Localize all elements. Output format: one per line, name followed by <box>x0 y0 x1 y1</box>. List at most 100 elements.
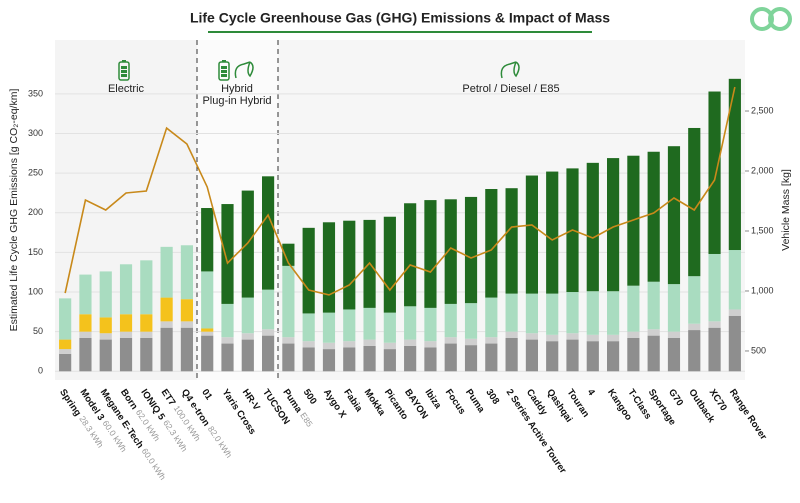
bar-segment <box>444 199 457 304</box>
category-name: G70 <box>666 387 685 408</box>
bar-segment <box>444 303 457 338</box>
bar-segment <box>627 337 640 372</box>
battery-icon <box>218 60 230 81</box>
bar-segment <box>444 343 457 372</box>
y-tick-label: 350 <box>28 88 43 98</box>
bar-segment <box>180 321 193 328</box>
category-sublabel: 82.0 kWh <box>206 424 235 460</box>
y2-tick-label: 1,500 <box>751 225 774 235</box>
bar-segment <box>667 284 681 332</box>
bar-segment <box>119 331 133 338</box>
bar-segment <box>728 78 741 251</box>
logo <box>750 7 792 31</box>
bar-segment <box>119 337 133 372</box>
bar-segment <box>586 291 599 335</box>
bar-segment <box>546 171 559 294</box>
bar-segment <box>586 162 599 292</box>
y2-tick-label: 2,000 <box>751 165 774 175</box>
bar-segment <box>424 347 437 372</box>
bar-segment <box>586 334 599 342</box>
category-name: Puma <box>463 387 487 415</box>
bar-segment <box>728 315 741 372</box>
bar-segment <box>201 335 214 372</box>
bar-segment <box>241 297 254 334</box>
bar-segment <box>363 307 376 340</box>
bar-segment <box>485 343 498 372</box>
bar-segment <box>322 349 336 372</box>
bar-segment <box>343 341 356 348</box>
bar-segment <box>302 227 315 314</box>
section-label: Electric <box>108 83 145 95</box>
bar-segment <box>647 335 660 372</box>
bar-segment <box>363 339 376 346</box>
bar-segment <box>343 220 356 310</box>
bar-segment <box>99 339 112 372</box>
bar-segment <box>99 317 112 334</box>
bar-segment <box>221 303 234 338</box>
bar-segment <box>322 342 336 350</box>
bar-segment <box>607 291 620 335</box>
bar-segment <box>262 176 275 290</box>
bar-segment <box>424 307 437 342</box>
category-sublabel: E85 <box>298 411 315 429</box>
bar-segment <box>59 349 72 354</box>
bar-segment <box>667 146 681 285</box>
y-axis-title: Estimated Life Cycle GHG Emissions [g CO… <box>8 89 20 332</box>
bar-segment <box>221 343 234 372</box>
bar-segment <box>383 216 396 313</box>
y-tick-label: 200 <box>28 207 43 217</box>
bar-segment <box>566 292 579 334</box>
battery-icon <box>118 60 130 81</box>
bar-segment <box>160 327 173 372</box>
bar-segment <box>282 337 295 344</box>
bar-segment <box>59 298 72 340</box>
y-tick-label: 50 <box>33 326 43 336</box>
category-sublabel: 60.0 kWh <box>139 446 168 482</box>
bar-segment <box>627 331 640 338</box>
bar-segment <box>485 188 498 298</box>
bar-segment <box>728 309 741 316</box>
bar-segment <box>221 337 234 344</box>
bar-segment <box>525 175 538 294</box>
bar-segment <box>607 158 620 292</box>
bar-segment <box>79 274 92 315</box>
category-name: 500 <box>301 387 319 406</box>
bar-segment <box>302 347 315 372</box>
bar-segment <box>525 333 538 340</box>
bar-segment <box>140 260 153 315</box>
mass-line <box>64 86 736 296</box>
bar-segment <box>566 339 579 372</box>
y-tick-label: 150 <box>28 247 43 257</box>
x-tick-label: 308 <box>484 387 502 406</box>
bar-segment <box>201 328 214 332</box>
bar-segment <box>404 306 417 340</box>
fuel-icon <box>234 61 520 79</box>
y2-axis-title: Vehicle Mass [kg] <box>780 169 792 251</box>
bar-segment <box>464 303 478 339</box>
y2-tick-label: 2,500 <box>751 105 774 115</box>
y-tick-label: 100 <box>28 286 43 296</box>
bar-segment <box>201 208 214 272</box>
category-name: 4 <box>585 387 597 398</box>
y-tick-label: 300 <box>28 128 43 138</box>
bar-segment <box>404 345 417 372</box>
bar-segment <box>444 337 457 344</box>
section-label: Hybrid <box>221 83 253 95</box>
y2-tick-label: 1,000 <box>751 285 774 295</box>
category-name: ET7 <box>159 387 178 408</box>
bar-segment <box>627 285 640 332</box>
bar-segment <box>262 289 275 330</box>
bar-segment <box>282 265 295 338</box>
bar-segment <box>525 339 538 372</box>
bar-segment <box>667 337 681 372</box>
category-name: 308 <box>484 387 502 406</box>
bar-segment <box>262 335 275 372</box>
bar-segment <box>383 349 396 372</box>
bar-segment <box>728 250 741 310</box>
bar-segment <box>708 91 721 254</box>
bar-segment <box>140 331 153 338</box>
bar-segment <box>180 299 193 322</box>
bar-segment <box>424 200 437 308</box>
y-tick-label: 0 <box>38 366 43 376</box>
